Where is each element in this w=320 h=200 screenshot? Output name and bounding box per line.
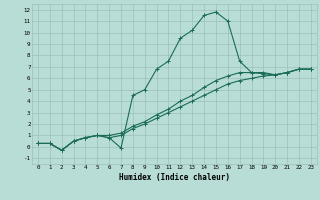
X-axis label: Humidex (Indice chaleur): Humidex (Indice chaleur) — [119, 173, 230, 182]
